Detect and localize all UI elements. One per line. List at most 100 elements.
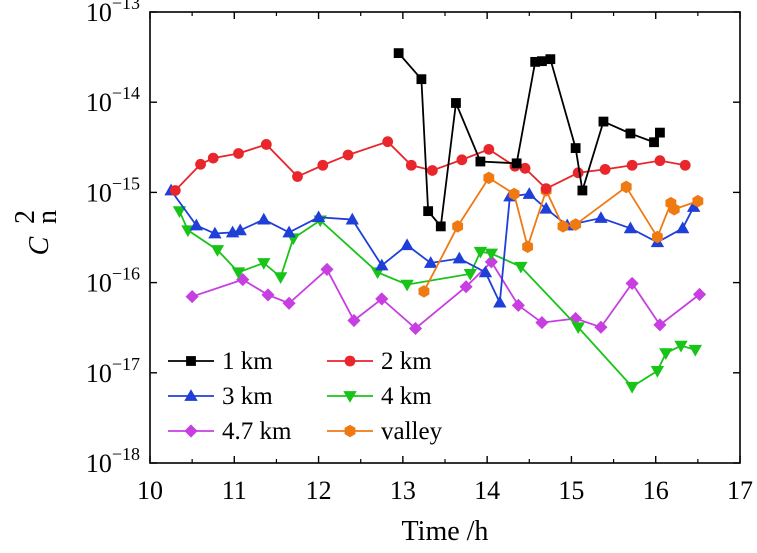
data-point-4-km — [231, 267, 246, 280]
data-point-4_7-km — [625, 276, 639, 290]
legend-item-4_7-km: 4.7 km — [168, 418, 292, 445]
data-point-1-km — [416, 74, 427, 85]
x-tick-label: 10 — [137, 476, 163, 505]
data-point-2-km — [382, 136, 394, 148]
data-point-valley — [452, 220, 464, 233]
data-point-valley — [570, 218, 582, 231]
data-point-4-km — [514, 261, 528, 274]
legend-item-2-km: 2 km — [327, 348, 432, 375]
data-point-3-km — [257, 212, 271, 225]
data-point-2-km — [207, 152, 219, 164]
data-point-2-km — [426, 165, 438, 176]
data-point-4-km — [210, 245, 225, 257]
x-tick-label: 14 — [474, 476, 500, 505]
data-point-4_7-km — [511, 298, 525, 312]
data-point-4-km — [463, 268, 477, 281]
data-point-2-km — [599, 163, 611, 175]
data-point-1-km — [545, 54, 556, 65]
data-point-2-km — [233, 148, 244, 159]
data-point-3-km — [675, 221, 690, 234]
y-tick-label: 10−18 — [86, 444, 140, 478]
data-point-3-km — [478, 265, 493, 278]
legend-item-3-km: 3 km — [168, 383, 273, 410]
svg-text:C: C — [24, 236, 55, 255]
series-1-km — [393, 48, 665, 232]
data-point-4-km — [400, 279, 414, 292]
data-point-3-km — [522, 187, 536, 199]
x-tick-label: 13 — [390, 476, 416, 505]
x-tick-label: 12 — [306, 476, 332, 505]
legend-label: 3 km — [222, 383, 273, 410]
data-point-2-km — [292, 171, 303, 182]
legend-label: valley — [381, 418, 443, 445]
data-point-2-km — [483, 143, 495, 155]
data-point-1-km — [649, 137, 659, 148]
series-3-km — [164, 183, 701, 308]
data-point-valley — [483, 171, 495, 185]
data-point-1-km — [570, 143, 581, 153]
data-point-3-km — [375, 258, 389, 271]
data-point-3-km — [594, 211, 608, 223]
y-axis-title: C 2 n — [10, 210, 63, 255]
data-point-2-km — [626, 159, 638, 171]
series-4_7-km — [185, 255, 707, 336]
data-point-4_7-km — [375, 292, 389, 306]
data-point-2-km — [169, 185, 181, 196]
data-point-3-km — [423, 256, 438, 268]
data-point-4_7-km — [408, 321, 423, 336]
legend-marker — [344, 355, 356, 367]
data-point-valley — [620, 180, 632, 194]
legend-label: 4 km — [381, 383, 432, 410]
data-point-2-km — [260, 139, 272, 150]
data-point-3-km — [311, 210, 326, 223]
y-axis-title-superscript: 2 — [10, 210, 41, 224]
data-point-1-km — [598, 116, 609, 127]
data-point-valley — [668, 203, 680, 216]
series-line-1-km — [397, 52, 661, 229]
data-point-4-km — [625, 381, 639, 394]
data-point-4-km — [484, 248, 499, 261]
data-point-4_7-km — [459, 280, 473, 294]
data-point-valley — [508, 187, 520, 201]
y-tick-label: 10−13 — [86, 0, 140, 27]
legend-item-4-km: 4 km — [327, 383, 432, 410]
data-point-2-km — [540, 183, 552, 195]
data-point-3-km — [345, 212, 359, 225]
data-point-4_7-km — [653, 318, 667, 332]
data-point-4-km — [473, 246, 488, 259]
data-point-4_7-km — [347, 313, 361, 328]
y-tick-label: 10−17 — [86, 354, 140, 388]
legend-marker — [343, 391, 357, 403]
data-point-3-km — [452, 251, 467, 264]
data-point-valley — [692, 194, 704, 208]
data-point-4_7-km — [692, 287, 707, 301]
data-point-3-km — [189, 218, 204, 231]
data-point-3-km — [208, 226, 222, 239]
data-point-4-km — [273, 272, 288, 284]
data-point-4_7-km — [484, 255, 498, 269]
x-tick-label: 16 — [643, 476, 669, 505]
data-point-1-km — [435, 221, 446, 232]
data-point-4_7-km — [320, 262, 334, 276]
axis-ticks: 10 11 12 13 14 15 16 17 10−18 10−17 10−16 10−15 10−1… — [86, 0, 753, 505]
legend: 1 km 2 km 3 km 4 km 4.7 km valley — [168, 348, 443, 445]
y-axis-title-subscript: n — [32, 210, 63, 224]
data-point-4-km — [571, 322, 585, 335]
data-point-4-km — [674, 340, 688, 353]
data-point-1-km — [423, 206, 434, 217]
legend-marker — [184, 424, 198, 438]
series-2-km — [169, 136, 691, 196]
x-tick-label: 17 — [727, 476, 753, 505]
data-point-3-km — [493, 295, 507, 308]
data-point-2-km — [195, 158, 206, 170]
data-point-4-km — [172, 206, 187, 218]
data-point-4_7-km — [261, 288, 275, 302]
data-point-2-km — [317, 159, 329, 171]
y-axis-title-main: C — [24, 236, 55, 255]
x-axis-title: Time /h — [402, 516, 489, 547]
y-tick-label: 10−16 — [86, 264, 140, 298]
legend-marker — [344, 424, 356, 438]
series-layer — [164, 48, 707, 394]
data-point-1-km — [655, 127, 665, 138]
